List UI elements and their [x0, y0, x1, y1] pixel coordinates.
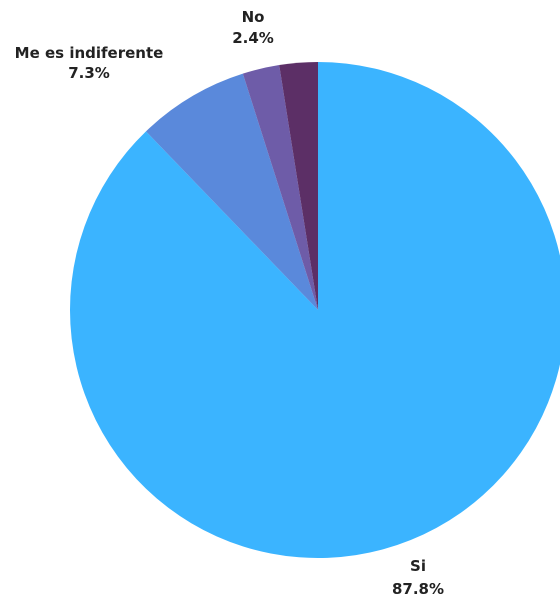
- slice-label-1: Si: [410, 557, 426, 575]
- slice-label-2: Me es indiferente: [15, 44, 164, 62]
- slice-value-label-2: 7.3%: [68, 64, 110, 82]
- pie-slice-3: [242, 65, 318, 310]
- pie-labels: Si 87.8% Me es indiferente 7.3% No 2.4%: [15, 8, 444, 598]
- slice-label-3: No: [242, 8, 265, 26]
- pie-slice-4: [279, 61, 318, 310]
- pie-slices: [70, 61, 560, 558]
- pie-slice-2: [145, 73, 318, 310]
- slice-value-label-3: 2.4%: [232, 29, 274, 47]
- pie-slice-1: [70, 62, 560, 558]
- slice-value-label-1: 87.8%: [392, 580, 444, 598]
